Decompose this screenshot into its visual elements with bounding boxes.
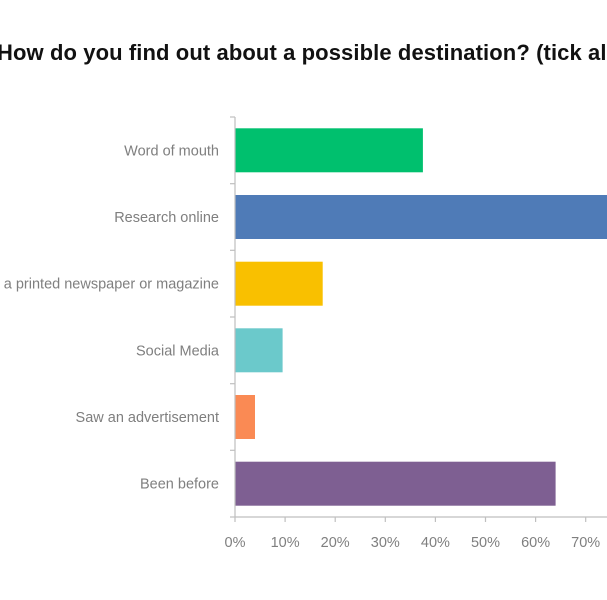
axes-group [230,116,607,522]
x-tick-label-20: 20% [321,535,350,551]
category-label-research-online: Research online [114,210,219,226]
bar-in-a-printed-newspaper-or-magazine [235,261,323,306]
category-labels: Word of mouth Research online In a printed… [0,143,220,492]
bar-saw-an-advertisement [235,395,255,439]
chart-title-text: How do you find out about a possible des… [0,40,607,65]
x-tick-label-0: 0% [225,535,246,551]
bar-been-before [235,461,556,506]
category-label-saw-an-advertisement: Saw an advertisement [76,410,219,426]
category-label-in-a-printed-newspaper-or-magazine: In a printed newspaper or magazine [0,277,219,293]
bar-word-of-mouth [235,128,423,173]
x-tick-labels: 0% 10% 20% 30% 40% 50% 60% 70% [225,535,601,551]
x-tick-label-60: 60% [521,535,550,551]
bar-research-online [235,195,607,239]
x-tick-label-70: 70% [571,535,600,551]
bars-group [235,128,607,506]
x-tick-label-50: 50% [471,535,500,551]
chart-title: How do you find out about a possible des… [0,40,607,70]
category-label-been-before: Been before [140,477,219,493]
category-label-word-of-mouth: Word of mouth [124,143,219,159]
x-tick-label-10: 10% [271,535,300,551]
x-tick-label-30: 30% [371,535,400,551]
x-tick-label-40: 40% [421,535,450,551]
category-label-social-media: Social Media [136,343,220,359]
bar-social-media [235,328,283,373]
